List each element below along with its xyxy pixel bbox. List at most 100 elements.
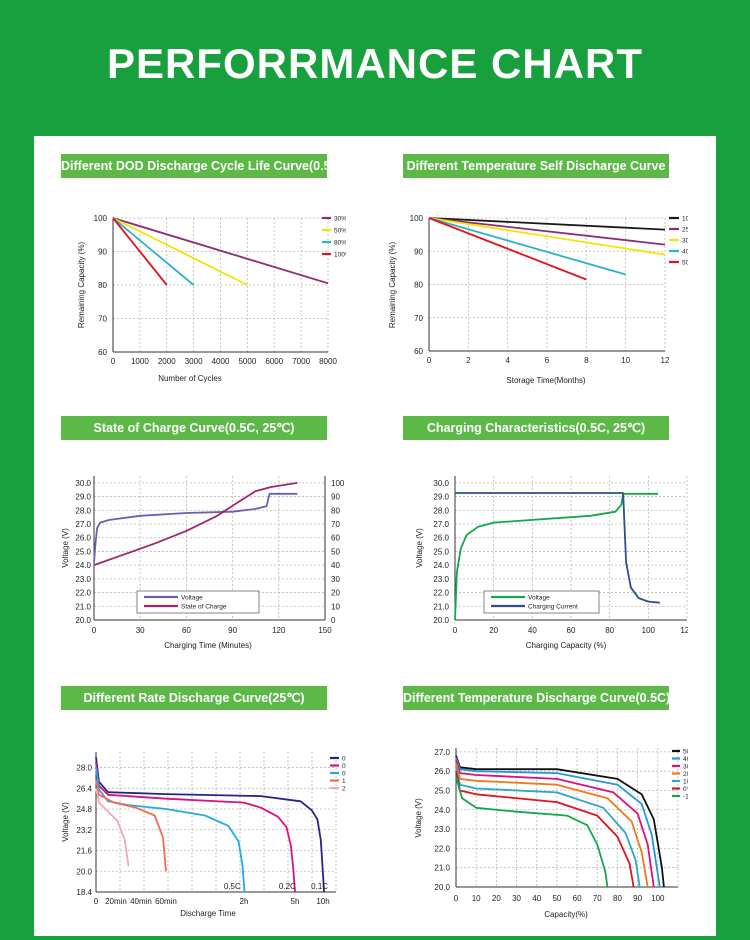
x-axis-title: Number of Cycles bbox=[158, 374, 222, 383]
legend-label: Charging Current bbox=[528, 604, 578, 611]
x-tick-label: 0 bbox=[94, 897, 99, 906]
series-line bbox=[428, 217, 626, 276]
soc-plot-svg: 0 30 60 90 120 150 20.0 21.0 22.0 23.0 24.0 25.0 26.… bbox=[61, 476, 345, 650]
y2-tick-label: 60 bbox=[331, 534, 340, 543]
y2-tick-label: 30 bbox=[331, 575, 340, 584]
y-tick-label: 23.0 bbox=[433, 575, 449, 584]
y-tick-label: 26.0 bbox=[434, 767, 450, 776]
x-tick-label: 0 bbox=[453, 626, 458, 635]
y-tick-label: 28.0 bbox=[433, 506, 449, 515]
series-line bbox=[455, 776, 609, 888]
series-line bbox=[428, 217, 666, 256]
series-line bbox=[93, 482, 298, 566]
x-tick-label: 6000 bbox=[265, 357, 283, 366]
y-tick-label: 23.0 bbox=[75, 575, 91, 584]
y-tick-label: 20.0 bbox=[75, 616, 91, 625]
x-tick-label: 3000 bbox=[185, 357, 203, 366]
y-tick-label: 30.0 bbox=[75, 479, 91, 488]
x-tick-label: 120 bbox=[680, 626, 688, 635]
x-tick-label: 60 bbox=[567, 626, 576, 635]
y-tick-label: 90 bbox=[98, 248, 107, 257]
y-tick-label: 24.0 bbox=[434, 806, 450, 815]
x-axis-title: Discharge Time bbox=[180, 909, 236, 918]
x-tick-label: 20 bbox=[492, 894, 501, 903]
legend-label: Voltage bbox=[528, 595, 550, 602]
x-tick-label: 60 bbox=[182, 626, 191, 635]
x-tick-label: 30 bbox=[512, 894, 521, 903]
x-tick-label: 90 bbox=[228, 626, 237, 635]
y-tick-label: 28.0 bbox=[76, 764, 92, 773]
y2-tick-label: 100 bbox=[331, 479, 345, 488]
chart-title: Different DOD Discharge Cycle Life Curve… bbox=[61, 154, 327, 178]
x-tick-label: 60min bbox=[155, 897, 177, 906]
x-tick-label: 1000 bbox=[131, 357, 149, 366]
x-tick-label: 80 bbox=[605, 626, 614, 635]
y-tick-label: 70 bbox=[414, 314, 423, 323]
y2-tick-label: 50 bbox=[331, 547, 340, 556]
x-tick-label: 150 bbox=[318, 626, 332, 635]
y-tick-label: 22.0 bbox=[75, 589, 91, 598]
chart-title: Different Temperature Self Discharge Cur… bbox=[403, 154, 669, 178]
y-tick-label: 22.0 bbox=[433, 589, 449, 598]
y-tick-label: 24.8 bbox=[76, 805, 92, 814]
x-tick-label: 2 bbox=[466, 356, 471, 365]
y-tick-label: 100 bbox=[410, 214, 424, 223]
series-line bbox=[454, 492, 658, 621]
x-tick-label: 40 bbox=[528, 626, 537, 635]
y-tick-label: 25.0 bbox=[433, 547, 449, 556]
chart-title: Different Rate Discharge Curve(25℃) bbox=[61, 686, 327, 710]
y-tick-label: 80 bbox=[98, 281, 107, 290]
x-tick-label: 40 bbox=[532, 894, 541, 903]
dod-cycle-life-chart: Different DOD Discharge Cycle Life Curve… bbox=[36, 136, 346, 391]
legend-label: Voltage bbox=[181, 595, 203, 602]
charging-characteristics-chart: Charging Characteristics(0.5C, 25℃) 0 20 4… bbox=[378, 398, 688, 653]
y-tick-label: 29.0 bbox=[433, 493, 449, 502]
legend-label: 30℃ bbox=[682, 238, 688, 245]
y-axis-title: Voltage (V) bbox=[414, 798, 423, 838]
y2-tick-label: 80 bbox=[331, 506, 340, 515]
y-tick-label: 100 bbox=[94, 214, 108, 223]
y-tick-label: 20.0 bbox=[76, 867, 92, 876]
rate-discharge-chart: Different Rate Discharge Curve(25℃) 0 20m… bbox=[36, 668, 346, 923]
legend-label: 1C bbox=[342, 778, 346, 785]
series-line bbox=[455, 771, 635, 888]
y2-tick-label: 40 bbox=[331, 561, 340, 570]
x-tick-label: 90 bbox=[633, 894, 642, 903]
y-tick-label: 18.4 bbox=[76, 888, 92, 897]
x-tick-label: 100 bbox=[651, 894, 665, 903]
legend-label: 0.5C bbox=[342, 771, 346, 778]
y-tick-label: 60 bbox=[414, 347, 423, 356]
y2-tick-label: 0 bbox=[331, 616, 336, 625]
y-axis-title: Remaining Capacity (%) bbox=[77, 242, 86, 329]
y-tick-label: 23.0 bbox=[434, 825, 450, 834]
series-line bbox=[455, 759, 655, 888]
y-tick-label: 27.0 bbox=[434, 748, 450, 757]
y-tick-label: 26.0 bbox=[433, 534, 449, 543]
x-tick-label: 60 bbox=[573, 894, 582, 903]
series-line bbox=[428, 217, 666, 231]
series-line bbox=[455, 767, 641, 888]
legend-label: 20℃ bbox=[683, 771, 688, 778]
x-tick-label: 2h bbox=[240, 897, 249, 906]
charging-plot-svg: 0 20 40 60 80 100 120 20.0 21.0 22.0 23.0 24.0 25.0 2… bbox=[415, 476, 688, 650]
legend-label: 40℃ bbox=[682, 249, 688, 256]
series-line bbox=[112, 217, 329, 285]
y-tick-label: 21.0 bbox=[75, 602, 91, 611]
legend-label: 30% bbox=[334, 216, 346, 223]
y-tick-label: 29.0 bbox=[75, 493, 91, 502]
y2-tick-label: 70 bbox=[331, 520, 340, 529]
series-line bbox=[428, 217, 666, 246]
legend-label: 10℃ bbox=[682, 216, 688, 223]
x-tick-label: 0 bbox=[427, 356, 432, 365]
y-tick-label: 22.0 bbox=[434, 844, 450, 853]
legend-label: 10℃ bbox=[683, 779, 688, 786]
series-line bbox=[455, 492, 660, 604]
y-axis-title: Remaining Capacity (%) bbox=[388, 242, 397, 329]
legend-label: 100% bbox=[334, 252, 346, 259]
page-title: PERFORRMANCE CHART bbox=[107, 40, 643, 87]
x-tick-label: 4000 bbox=[212, 357, 230, 366]
y-tick-label: 23.2 bbox=[76, 826, 92, 835]
x-tick-label: 8000 bbox=[319, 357, 337, 366]
y-tick-label: 26.0 bbox=[75, 534, 91, 543]
y-tick-label: 25.0 bbox=[434, 786, 450, 795]
